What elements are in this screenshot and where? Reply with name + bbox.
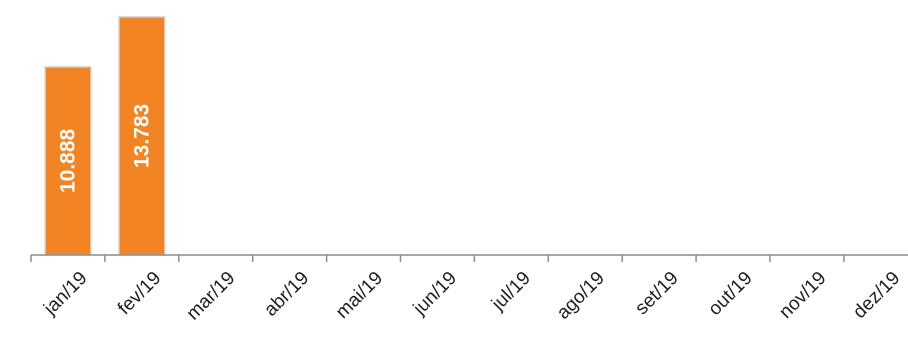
x-tick-label: out/19 (704, 268, 756, 320)
bars-group (44, 16, 166, 256)
x-tick-label: abr/19 (260, 268, 313, 321)
x-tick-label: mai/19 (332, 268, 387, 323)
x-tick-label: nov/19 (775, 268, 830, 323)
x-axis (30, 254, 908, 262)
bar-fev-19 (118, 16, 166, 256)
data-label-fev-19: 13.783 (130, 104, 153, 168)
x-tick-label: ago/19 (553, 268, 609, 324)
data-label-jan-19: 10.888 (57, 128, 80, 193)
bar-jan-19 (44, 66, 92, 256)
x-tick-label: fev/19 (114, 268, 165, 319)
x-tick-label: jun/19 (409, 268, 461, 320)
x-tick-label: jan/19 (39, 268, 91, 320)
x-tick-label: mar/19 (183, 268, 240, 325)
tick-labels-group: jan/19 fev/19 mar/19 abr/19 mai/19 jun/19 jul/… (39, 268, 904, 325)
x-tick-label: dez/19 (849, 268, 904, 323)
data-labels-group: 10.888 13.783 (57, 104, 154, 193)
x-tick-label: jul/19 (487, 268, 535, 316)
x-tick-label: set/19 (631, 268, 682, 319)
